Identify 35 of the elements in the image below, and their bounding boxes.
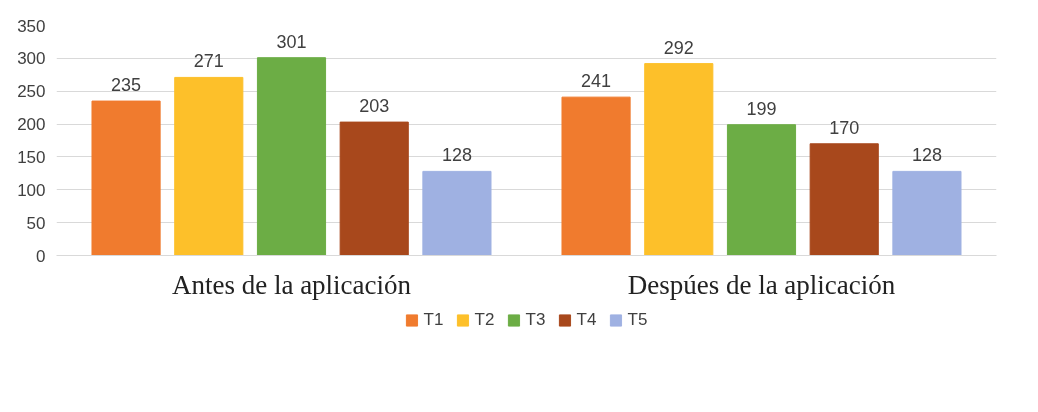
- y-tick-label: 0: [36, 246, 46, 266]
- bar: [256, 57, 327, 256]
- data-label: 203: [359, 96, 390, 117]
- bar: [892, 170, 962, 256]
- data-label: 235: [111, 75, 142, 96]
- y-tick-label: 200: [17, 115, 46, 135]
- bar: [422, 170, 492, 256]
- data-label: 128: [441, 145, 472, 166]
- legend-label: T2: [474, 310, 495, 330]
- x-tick-label: Antes de la aplicación: [171, 269, 412, 300]
- data-label: 199: [746, 98, 777, 119]
- bar: [339, 121, 409, 256]
- data-label: 301: [276, 31, 307, 52]
- data-label: 292: [663, 37, 694, 58]
- legend-label: T4: [576, 310, 597, 330]
- bar: [91, 100, 161, 256]
- y-tick-label: 150: [17, 147, 46, 167]
- y-tick-label: 350: [17, 16, 46, 36]
- y-tick-label: 50: [26, 213, 46, 233]
- data-label: 241: [581, 71, 612, 92]
- data-label: 128: [911, 145, 942, 166]
- legend-label: T1: [423, 310, 444, 330]
- y-tick-label: 250: [17, 82, 46, 102]
- y-tick-label: 300: [17, 49, 46, 69]
- data-label: 271: [193, 51, 224, 72]
- x-tick-label: Despúes de la aplicación: [627, 269, 896, 300]
- data-label: 170: [829, 117, 860, 138]
- bar: [174, 76, 244, 256]
- y-tick-label: 100: [17, 180, 46, 200]
- bar: [726, 124, 797, 256]
- bar: [809, 143, 879, 256]
- bar: [561, 96, 631, 256]
- legend-label: T5: [627, 310, 648, 330]
- legend-label: T3: [525, 310, 546, 330]
- bar: [644, 63, 714, 256]
